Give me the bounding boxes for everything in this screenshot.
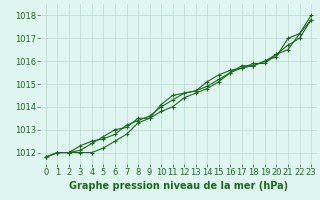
X-axis label: Graphe pression niveau de la mer (hPa): Graphe pression niveau de la mer (hPa) <box>69 181 288 191</box>
